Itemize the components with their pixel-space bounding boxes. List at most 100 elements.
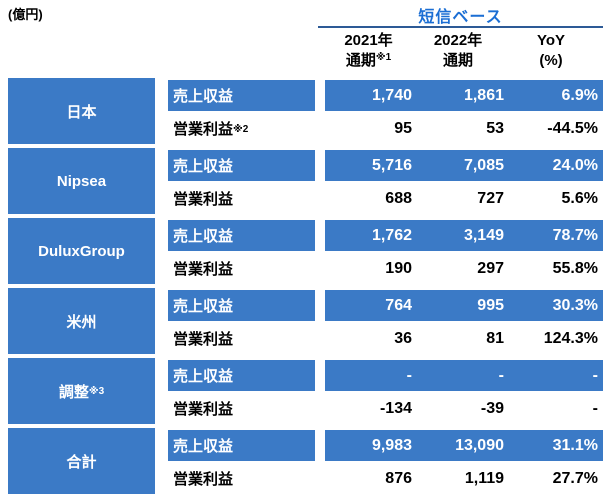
revenue-values-row: 5,716 7,085 24.0% (325, 150, 603, 181)
segment-cell: 日本 (8, 78, 155, 144)
revenue-2021-value: 9,983 (371, 436, 412, 454)
revenue-values-row: - - - (325, 360, 603, 391)
profit-values-row: 95 53 -44.5% (325, 113, 603, 144)
revenue-label: 売上収益 (173, 298, 234, 315)
profit-2021-value: 688 (385, 189, 412, 207)
profit-label-cell: 営業利益 (168, 463, 315, 494)
profit-yoy-value: 55.8% (552, 259, 598, 277)
revenue-label: 売上収益 (173, 228, 234, 245)
profit-label-cell: 営業利益 (168, 323, 315, 354)
revenue-2021-value: 5,716 (371, 156, 412, 174)
revenue-values-row: 9,983 13,090 31.1% (325, 430, 603, 461)
segment-cell: Nipsea (8, 148, 155, 214)
profit-label-cell: 営業利益 ※2 (168, 113, 315, 144)
segment-group: 調整 ※3 売上収益 営業利益 - - - -134 -39 - (0, 358, 605, 428)
profit-yoy-value: 124.3% (543, 329, 598, 347)
segment-group: DuluxGroup 売上収益 営業利益 1,762 3,149 78.7% 1… (0, 218, 605, 288)
profit-yoy-value: -44.5% (547, 119, 598, 137)
revenue-label: 売上収益 (173, 158, 234, 175)
basis-header: 短信ベース (318, 3, 603, 27)
revenue-label-cell: 売上収益 (168, 220, 315, 251)
profit-2021-value: 95 (394, 119, 412, 137)
profit-values-row: 688 727 5.6% (325, 183, 603, 214)
profit-2022-value: 727 (477, 189, 504, 207)
profit-2021-value: 190 (385, 259, 412, 277)
revenue-label-cell: 売上収益 (168, 150, 315, 181)
profit-label-cell: 営業利益 (168, 253, 315, 284)
segment-name: 調整 (58, 383, 89, 401)
profit-values-row: 876 1,119 27.7% (325, 463, 603, 494)
revenue-yoy-value: 30.3% (552, 296, 598, 314)
profit-yoy-value: - (592, 399, 598, 417)
footnote-marker-1: ※1 (375, 52, 392, 63)
revenue-2022-value: 7,085 (463, 156, 504, 174)
column-header-2022: 2022年 通期 (412, 31, 504, 71)
revenue-label: 売上収益 (173, 438, 234, 455)
column-header-2021: 2021年 通期※1 (325, 31, 412, 71)
profit-label: 営業利益 (173, 261, 234, 278)
revenue-values-row: 1,740 1,861 6.9% (325, 80, 603, 111)
column-header-yoy-line2: (%) (539, 52, 563, 69)
column-header-2021-line2: 通期※1 (345, 52, 392, 69)
revenue-values-row: 1,762 3,149 78.7% (325, 220, 603, 251)
revenue-2021-value: - (406, 366, 412, 384)
profit-values-row: -134 -39 - (325, 393, 603, 424)
revenue-2022-value: 13,090 (455, 436, 504, 454)
revenue-label-cell: 売上収益 (168, 430, 315, 461)
segment-name: 米州 (66, 313, 97, 331)
revenue-2022-value: 3,149 (463, 226, 504, 244)
segment-cell: 合計 (8, 428, 155, 494)
segment-name: DuluxGroup (38, 242, 125, 260)
revenue-label-cell: 売上収益 (168, 290, 315, 321)
revenue-label-cell: 売上収益 (168, 80, 315, 111)
revenue-label: 売上収益 (173, 368, 234, 385)
revenue-yoy-value: 24.0% (552, 156, 598, 174)
unit-label: (億円) (8, 7, 43, 22)
profit-label: 営業利益 (173, 471, 234, 488)
profit-2022-value: -39 (480, 399, 504, 417)
profit-values-row: 190 297 55.8% (325, 253, 603, 284)
profit-2021-value: 876 (385, 469, 412, 487)
segment-group: 米州 売上収益 営業利益 764 995 30.3% 36 81 124.3% (0, 288, 605, 358)
basis-underline (318, 26, 603, 28)
profit-label-cell: 営業利益 (168, 183, 315, 214)
profit-2022-value: 53 (486, 119, 504, 137)
column-headers: 2021年 通期※1 2022年 通期 YoY (%) (325, 31, 603, 71)
profit-2022-value: 81 (486, 329, 504, 347)
segment-name: 日本 (66, 103, 97, 121)
revenue-yoy-value: 6.9% (561, 86, 598, 104)
column-header-2022-line2: 通期 (442, 52, 473, 69)
profit-values-row: 36 81 124.3% (325, 323, 603, 354)
profit-2021-value: 36 (394, 329, 412, 347)
column-header-yoy-line1: YoY (536, 32, 566, 49)
profit-2021-value: -134 (379, 399, 412, 417)
revenue-2021-value: 1,762 (371, 226, 412, 244)
basis-label: 短信ベース (418, 9, 503, 26)
profit-yoy-value: 5.6% (561, 189, 598, 207)
column-header-yoy: YoY (%) (504, 31, 603, 71)
column-header-2021-line1: 2021年 (344, 32, 393, 49)
revenue-2022-value: 995 (477, 296, 504, 314)
revenue-2022-value: - (498, 366, 504, 384)
segment-cell: DuluxGroup (8, 218, 155, 284)
profit-label: 営業利益 (173, 401, 234, 418)
segment-cell: 米州 (8, 288, 155, 354)
segment-group: Nipsea 売上収益 営業利益 5,716 7,085 24.0% 688 7… (0, 148, 605, 218)
revenue-2022-value: 1,861 (463, 86, 504, 104)
segment-group: 日本 売上収益 営業利益 ※2 1,740 1,861 6.9% 95 53 -4… (0, 78, 605, 148)
profit-2022-value: 1,119 (464, 469, 504, 487)
segment-name: 合計 (66, 453, 97, 471)
profit-label: 営業利益 (173, 191, 234, 208)
profit-2022-value: 297 (477, 259, 504, 277)
segment-name: Nipsea (56, 172, 107, 190)
profit-yoy-value: 27.7% (552, 469, 598, 487)
profit-label: 営業利益 (173, 331, 234, 348)
revenue-yoy-value: 31.1% (552, 436, 598, 454)
revenue-label: 売上収益 (173, 88, 234, 105)
revenue-2021-value: 764 (385, 296, 412, 314)
column-header-2022-line1: 2022年 (433, 32, 483, 49)
revenue-yoy-value: - (592, 366, 598, 384)
table-body: 日本 売上収益 営業利益 ※2 1,740 1,861 6.9% 95 53 -4… (0, 78, 605, 498)
profit-label: 営業利益 (173, 121, 234, 138)
